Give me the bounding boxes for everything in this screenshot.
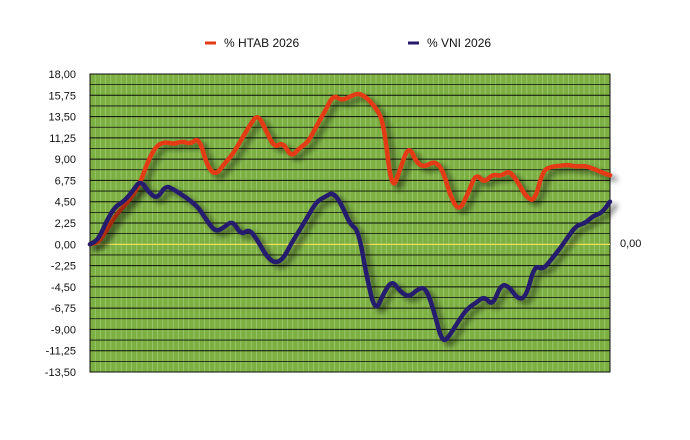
y-tick-label: -6,75 — [51, 303, 76, 315]
series-line-1 — [87, 91, 613, 247]
y-tick-label: 4,50 — [55, 197, 76, 209]
y-tick-label: 13,50 — [48, 112, 76, 124]
y-tick-label: -2,25 — [51, 261, 76, 273]
y-tick-label: 9,00 — [55, 154, 76, 166]
y-tick-label: 2,25 — [55, 218, 76, 230]
legend: % HTAB 2026 % VNI 2026 — [205, 36, 491, 50]
series-layer — [87, 91, 613, 343]
horizontal-gridlines — [90, 73, 610, 373]
y-tick-label: 15,75 — [48, 90, 76, 102]
y-axis: 18,00 15,75 13,50 11,25 9,00 6,75 4,50 2,25 0,00… — [45, 69, 76, 379]
y-tick-label: -13,50 — [45, 367, 76, 379]
legend-label: % VNI 2026 — [427, 36, 491, 50]
y-tick-label: -9,00 — [51, 324, 76, 336]
zero-value-label: 0,00 — [620, 238, 641, 250]
y-tick-label: 6,75 — [55, 175, 76, 187]
y-tick-label: -4,50 — [51, 282, 76, 294]
y-tick-label: -11,25 — [46, 346, 76, 358]
y-tick-label: 18,00 — [48, 69, 76, 81]
series-line-2 — [87, 180, 613, 343]
legend-label: % HTAB 2026 — [224, 36, 299, 50]
y-tick-label: 11,25 — [49, 133, 76, 145]
y-tick-label: 0,00 — [55, 239, 76, 251]
